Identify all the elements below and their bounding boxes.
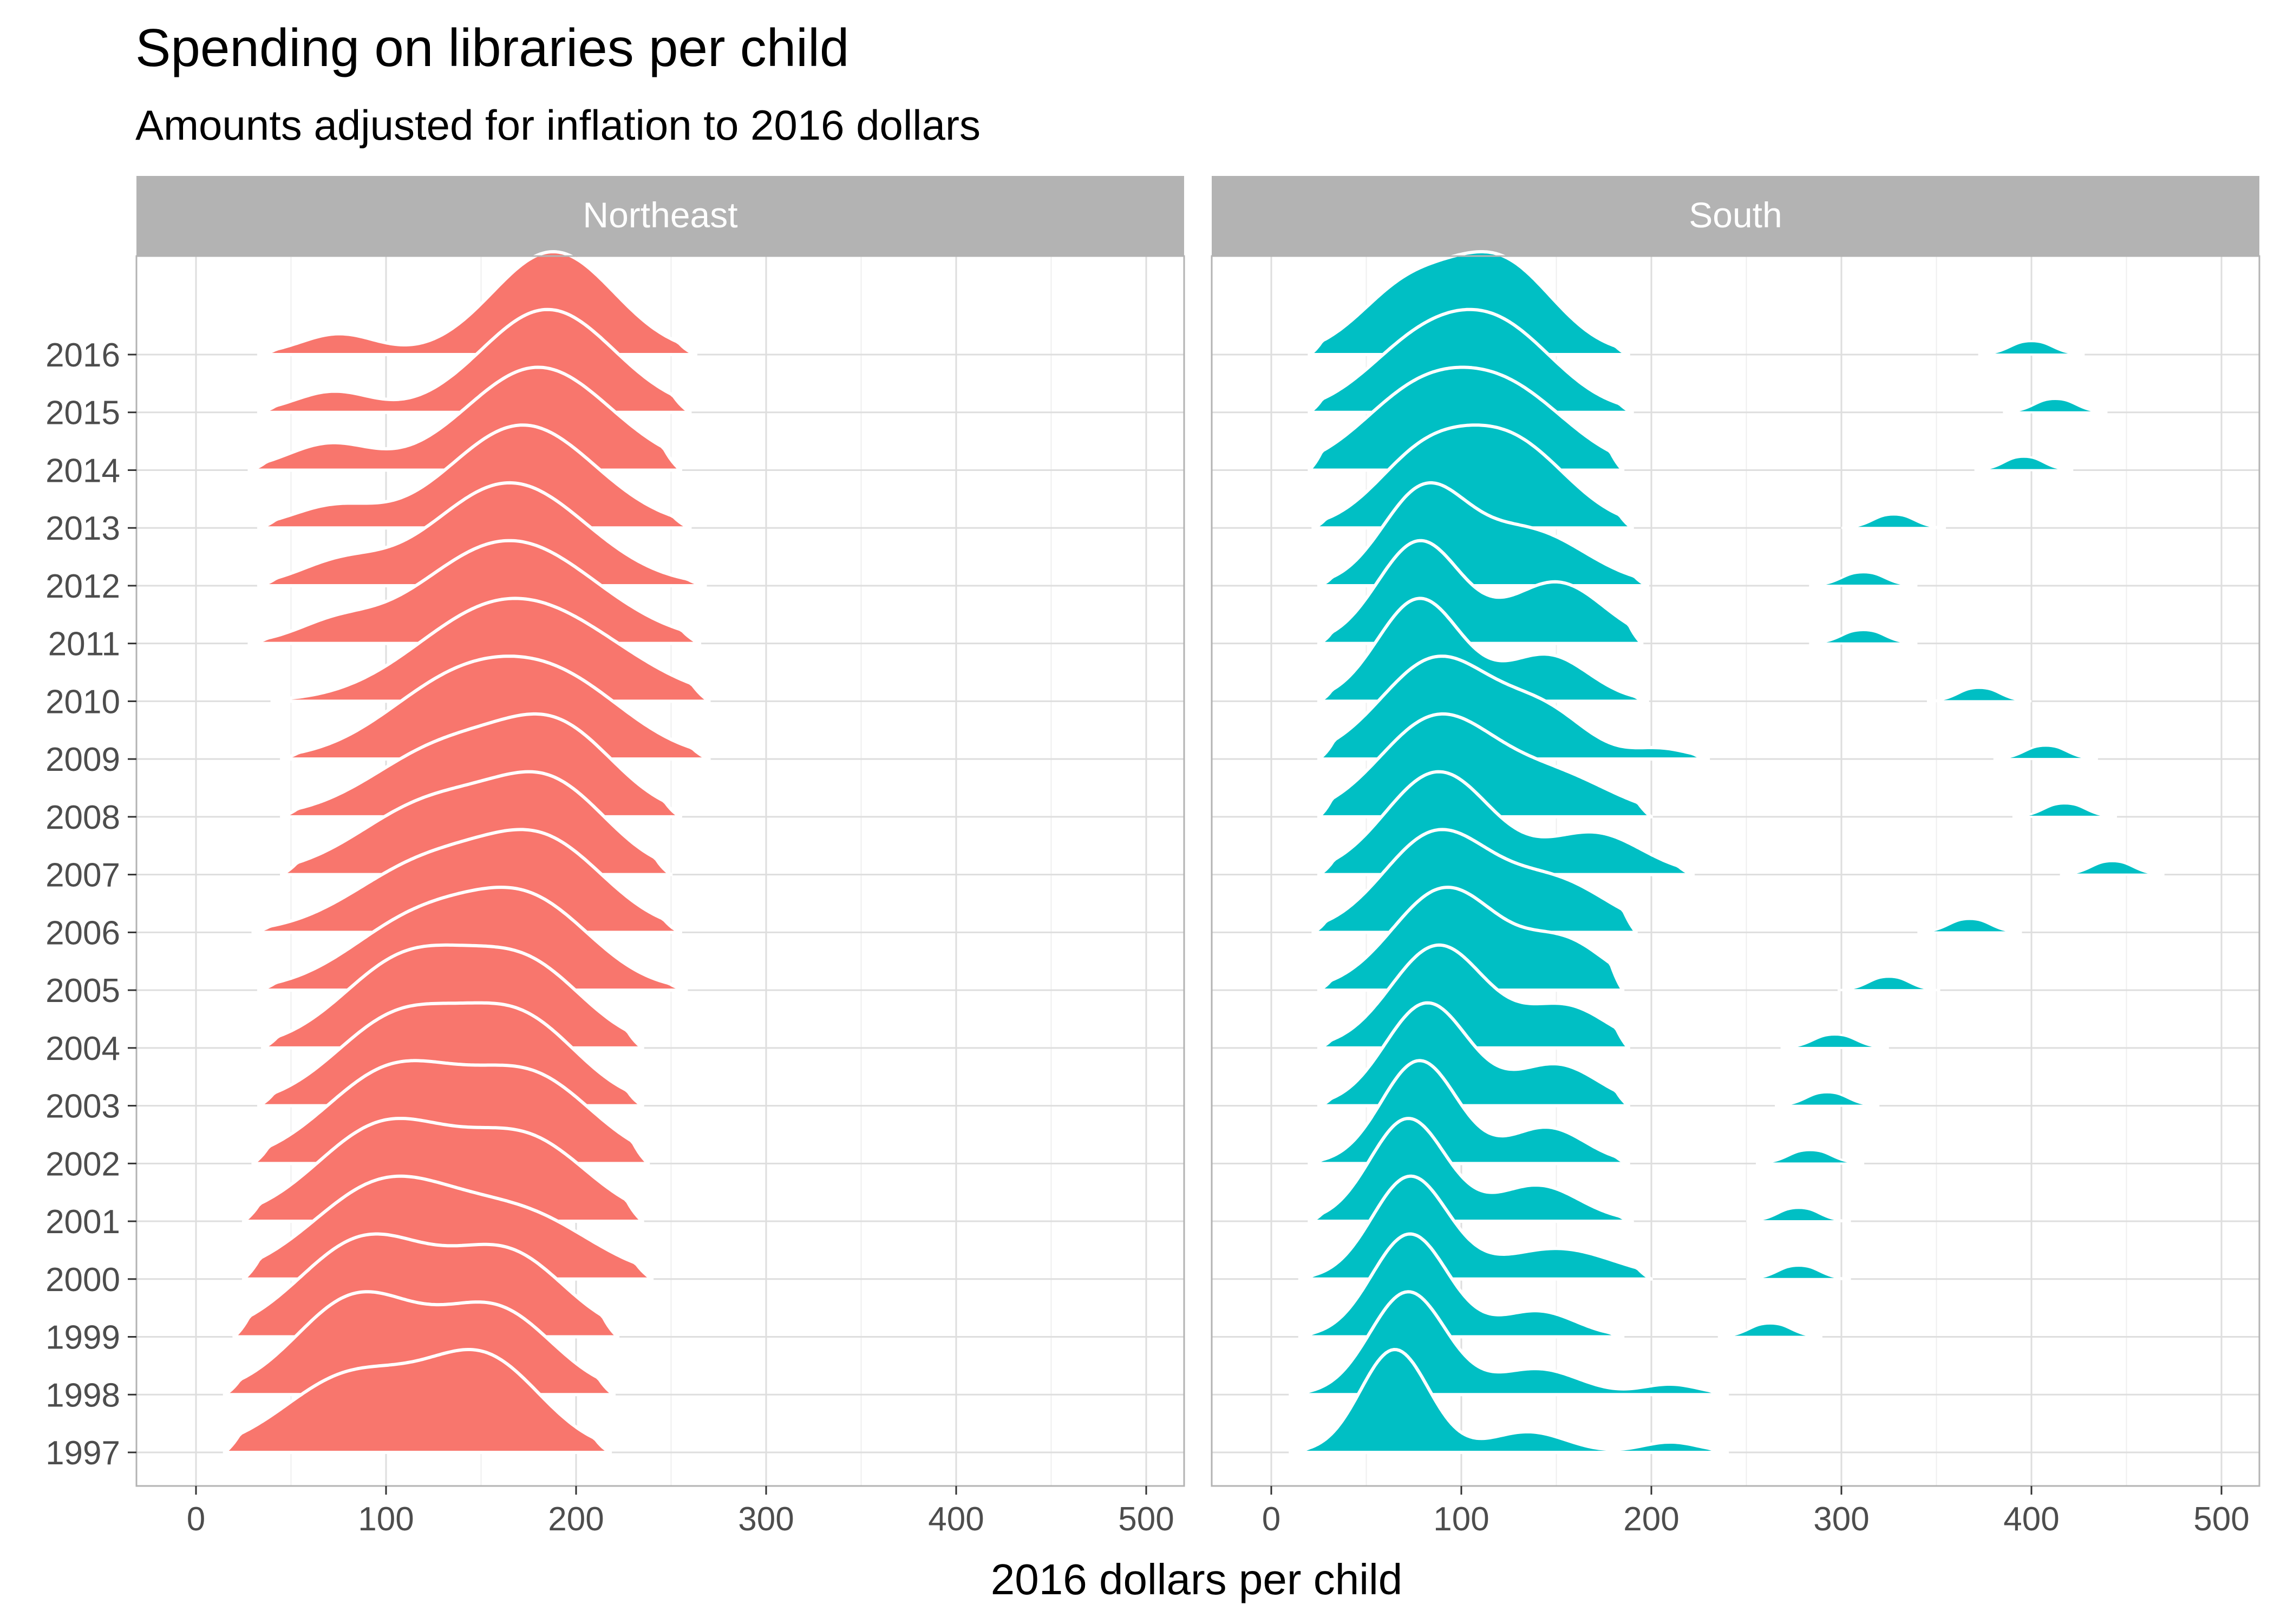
y-tick-label: 2000	[45, 1261, 120, 1299]
outlier-ridge-2011	[1809, 628, 1918, 645]
y-tick-label: 2004	[45, 1030, 120, 1068]
y-tick-label: 2007	[45, 857, 120, 894]
ridge-2014	[1308, 365, 1625, 472]
x-axis: 0 100 200 300 400 500	[187, 1486, 1174, 1538]
ridge-2008	[1317, 712, 1653, 818]
y-tick-label: 2012	[45, 568, 120, 605]
y-tick-label: 2011	[48, 626, 120, 663]
ridge-2013	[257, 423, 692, 530]
outlier-ridge-2015	[2003, 398, 2108, 414]
y-tick-label: 2010	[45, 683, 120, 721]
x-axis: 0 100 200 300 400 500	[1262, 1486, 2250, 1538]
facet-strip-label: Northeast	[583, 195, 737, 235]
x-tick-label: 0	[1262, 1501, 1280, 1538]
ridge-2014	[247, 365, 683, 472]
ridge-1997	[1289, 1348, 1729, 1454]
outlier-ridge-2007	[2060, 860, 2165, 876]
y-tick-label: 2001	[45, 1203, 120, 1241]
y-tick-label: 2016	[45, 337, 120, 374]
y-tick-label: 2008	[45, 799, 120, 836]
outlier-ridge-2004	[1780, 1033, 1889, 1049]
outlier-ridge-2006	[1917, 918, 2022, 934]
y-tick-label: 2005	[45, 972, 120, 1010]
outlier-ridge-2001	[1746, 1207, 1851, 1223]
panel-border	[1211, 255, 2260, 1487]
x-tick-label: 200	[1623, 1501, 1679, 1538]
y-tick-label: 2009	[45, 741, 120, 778]
ridge-1997	[223, 1348, 612, 1454]
facet-northeast: Northeast 0 100 200 300 400 500	[135, 176, 1185, 1538]
ridges	[1289, 250, 2165, 1454]
x-tick-label: 300	[1813, 1501, 1869, 1538]
outlier-ridge-2009	[1993, 744, 2098, 761]
ridges	[223, 250, 711, 1454]
ridge-2015	[1308, 307, 1634, 414]
x-tick-label: 200	[548, 1501, 604, 1538]
y-tick-label: 2006	[45, 914, 120, 952]
y-tick-label: 1997	[45, 1435, 120, 1472]
ridge-1999	[1298, 1232, 1625, 1339]
ridge-2013	[1311, 423, 1634, 530]
x-tick-label: 400	[928, 1501, 984, 1538]
ridge-2016	[1308, 250, 1630, 356]
ridge-2010	[270, 597, 711, 703]
outlier-ridge-2008	[2012, 802, 2118, 818]
ridge-2004	[1317, 943, 1630, 1050]
x-tick-label: 0	[187, 1501, 205, 1538]
y-tick-label: 2015	[45, 395, 120, 432]
ridge-2004	[260, 943, 644, 1050]
facet-panels: Northeast 0 100 200 300 400 500 South 0 100 200 300…	[135, 176, 2260, 1538]
panel-border	[135, 255, 1185, 1487]
outlier-ridge-2005	[1837, 975, 1940, 992]
chart-title: Spending on libraries per child	[135, 18, 849, 77]
y-tick-label: 2014	[45, 452, 120, 489]
facet-south: South 0 100 200 300 400 500	[1211, 176, 2260, 1538]
ridge-2005	[1317, 886, 1625, 992]
ridge-2011	[247, 539, 702, 645]
x-axis-title: 2016 dollars per child	[991, 1555, 1402, 1603]
outlier-ridge-2014	[1974, 455, 2074, 472]
ridge-2008	[279, 712, 683, 818]
x-tick-label: 400	[2003, 1501, 2059, 1538]
ridge-2006	[251, 828, 683, 934]
ridge-2009	[279, 654, 711, 761]
chart-subtitle: Amounts adjusted for inflation to 2016 d…	[135, 101, 981, 149]
facet-strip	[1212, 176, 2259, 256]
facet-strip	[136, 176, 1184, 256]
y-tick-label: 2002	[45, 1145, 120, 1183]
y-tick-label: 1999	[45, 1319, 120, 1357]
x-tick-label: 300	[738, 1501, 794, 1538]
outlier-ridge-2010	[1926, 686, 2032, 703]
x-tick-label: 100	[358, 1501, 414, 1538]
outlier-ridge-2000	[1746, 1265, 1851, 1280]
y-tick-label: 1998	[45, 1377, 120, 1414]
x-tick-label: 100	[1433, 1501, 1489, 1538]
outlier-ridge-1999	[1717, 1322, 1822, 1338]
facet-strip-label: South	[1689, 195, 1782, 235]
x-tick-label: 500	[1118, 1501, 1174, 1538]
outlier-ridge-2016	[1978, 340, 2085, 356]
ridge-2012	[257, 481, 707, 587]
outlier-ridge-2012	[1809, 571, 1918, 587]
y-tick-label: 2013	[45, 510, 120, 547]
ridge-2006	[1311, 828, 1638, 934]
outlier-ridge-2003	[1775, 1091, 1880, 1107]
y-axis: 1997 1998 1999 2000 2001 2002 2003 2004 2005 2006…	[45, 337, 136, 1472]
outlier-ridge-2002	[1755, 1149, 1865, 1165]
x-tick-label: 500	[2193, 1501, 2249, 1538]
outlier-ridge-2013	[1841, 513, 1946, 529]
y-tick-label: 2003	[45, 1088, 120, 1125]
ridge-1998	[223, 1290, 616, 1397]
ridge-2005	[257, 886, 688, 992]
